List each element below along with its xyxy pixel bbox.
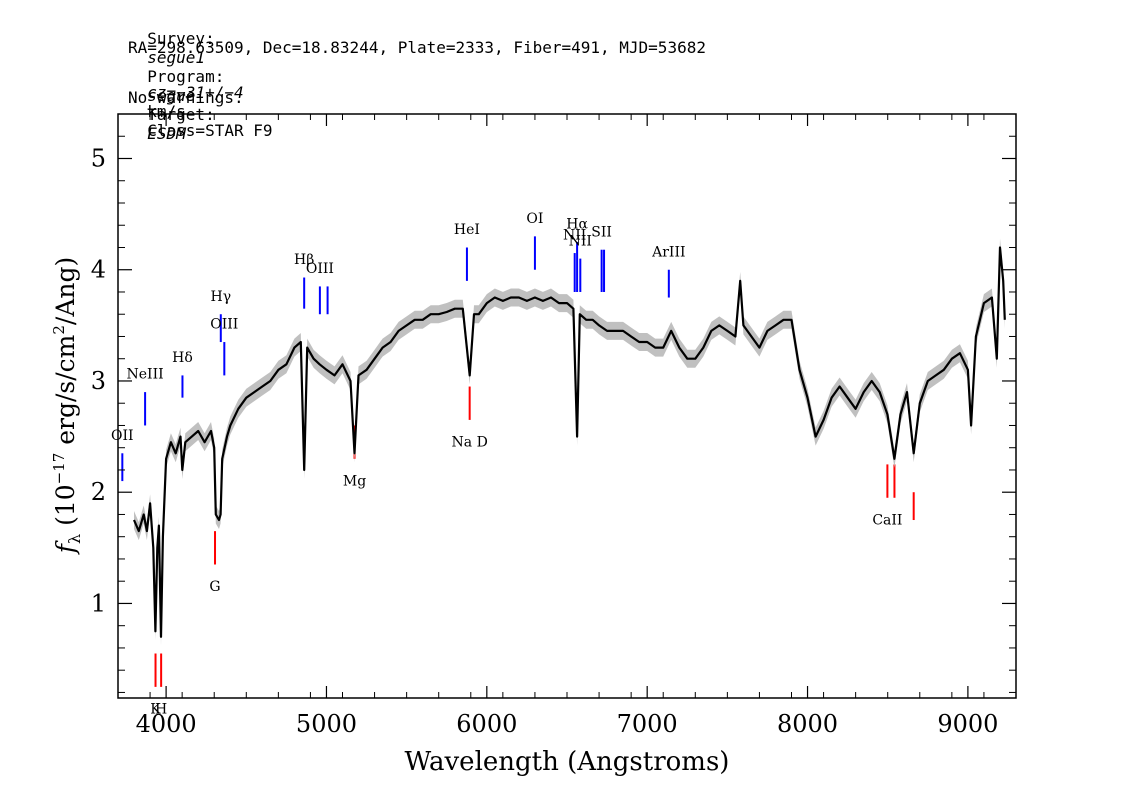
emission-line-label: NeIII [127, 367, 164, 383]
axis-ticks: 4000 5000 6000 7000 8000 9000 1 2 3 4 5 [91, 113, 1017, 738]
y-tick-label: 1 [91, 589, 106, 617]
emission-line-label: Hδ [172, 350, 193, 366]
emission-line-label: NII [563, 228, 586, 244]
emission-line-label: OIII [210, 317, 238, 333]
y-tick-label: 4 [91, 256, 106, 284]
x-tick-label: 5000 [296, 710, 357, 738]
y-tick-label: 3 [91, 367, 106, 395]
flux-line [132, 246, 1006, 638]
spectral-line-markers: OIINeIIIHδHγOIIIHβOIIIHeIOINIIHαNIISIIAr… [111, 211, 915, 718]
emission-line-label: Hβ [294, 252, 314, 268]
x-tick-label: 6000 [456, 710, 517, 738]
cz-unit: km/s [147, 102, 186, 121]
target-value: ESDM [147, 124, 186, 143]
error-band [134, 238, 1005, 646]
plot-frame [117, 113, 1017, 699]
error-band-shape [134, 238, 1005, 646]
header-line-1: Survey: segue1 Program: segue Target: ES… [128, 10, 224, 143]
class-text: Class=STAR F9 [147, 121, 273, 140]
x-axis-label: Wavelength (Angstroms) [405, 747, 730, 777]
absorption-line-label: G [209, 579, 220, 595]
absorption-line-label: K [150, 702, 161, 718]
absorption-line-label: Mg [343, 474, 366, 490]
y-axis-label: fλ (10−17 erg/s/cm2/Ang) [50, 257, 84, 556]
emission-line-label: SII [591, 224, 612, 240]
emission-line-label: HeI [454, 222, 480, 238]
program-value: segue [147, 86, 196, 105]
header-line-3: cz=−31+/−4 km/s Class=STAR F9 [128, 64, 273, 140]
x-tick-label: 7000 [617, 710, 678, 738]
absorption-line-label: Na D [452, 435, 488, 451]
emission-line-label: ArIII [651, 244, 685, 260]
emission-line-label: NII [569, 233, 592, 249]
emission-line-label: OI [526, 211, 543, 227]
x-tick-label: 9000 [937, 710, 998, 738]
x-tick-label: 8000 [777, 710, 838, 738]
flux-series [132, 246, 1006, 638]
emission-line-label: OII [111, 428, 134, 444]
x-tick-label: 4000 [136, 710, 197, 738]
y-tick-label: 2 [91, 478, 106, 506]
emission-line-label: Hγ [210, 289, 231, 305]
cz-label: cz= [147, 83, 177, 102]
emission-line-label: OIII [306, 261, 334, 277]
warnings-line: No warnings. [128, 88, 244, 107]
program-label: Program: [147, 67, 225, 86]
emission-line-label: Hα [566, 217, 588, 233]
y-tick-label: 5 [91, 144, 106, 172]
survey-label: Survey: [147, 29, 215, 48]
survey-value: segue1 [147, 48, 206, 67]
absorption-line-label: CaII [872, 512, 902, 528]
absorption-line-label: H [155, 702, 167, 718]
cz-value: −31+/−4 [176, 83, 244, 102]
header-line-2: RA=298.63509, Dec=18.83244, Plate=2333, … [128, 38, 706, 57]
